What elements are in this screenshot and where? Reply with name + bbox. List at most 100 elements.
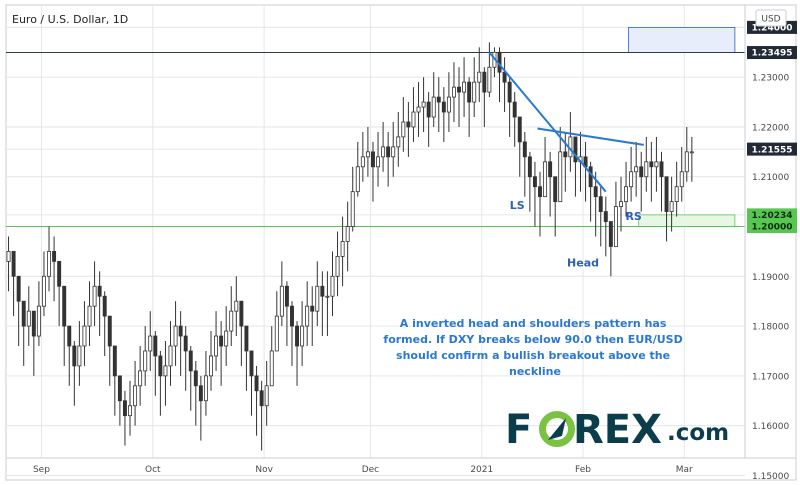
chart-title: Euro / U.S. Dollar, 1D xyxy=(12,13,128,26)
candle xyxy=(310,286,315,346)
candle xyxy=(446,72,451,132)
price-badge-text: 1.20234 xyxy=(752,211,793,221)
price-badge-bg xyxy=(747,46,797,60)
candle xyxy=(664,176,669,242)
candle-body xyxy=(188,350,193,372)
candle-body xyxy=(133,385,138,407)
candle xyxy=(462,57,467,118)
candle-body xyxy=(588,166,593,188)
trend-line xyxy=(537,127,644,146)
candle xyxy=(543,136,548,198)
candle-body xyxy=(52,251,57,262)
candle xyxy=(558,126,563,203)
candle-body xyxy=(320,285,325,297)
candle-body xyxy=(527,156,532,178)
candle xyxy=(234,276,239,337)
candle-body xyxy=(401,121,406,138)
candle-body xyxy=(603,211,608,222)
candle xyxy=(52,236,57,302)
price-label-badge: 1.20234 xyxy=(747,208,797,222)
time-tick-label: Oct xyxy=(145,465,161,475)
candle-body xyxy=(26,310,31,327)
candle xyxy=(209,331,213,391)
candle-body xyxy=(436,96,441,103)
candle xyxy=(133,360,138,426)
candle-body xyxy=(350,191,355,227)
candle-body xyxy=(224,330,229,347)
candle xyxy=(193,360,198,426)
logo-text-f: F xyxy=(505,407,532,453)
candle xyxy=(472,57,477,118)
pattern-annotations: LS Head RS xyxy=(510,199,642,269)
candle xyxy=(138,345,143,406)
candle xyxy=(436,77,441,132)
time-tick-label: Sep xyxy=(33,465,50,475)
candle xyxy=(679,146,684,202)
candle xyxy=(497,47,502,103)
candle-body xyxy=(305,305,310,327)
candle-body xyxy=(538,186,542,198)
candle xyxy=(11,251,16,317)
candle xyxy=(689,136,694,182)
candle-body xyxy=(376,156,380,168)
candle xyxy=(112,345,117,416)
candle xyxy=(654,136,659,192)
price-tick-label: 1.21000 xyxy=(752,173,789,183)
candle-body xyxy=(543,161,548,198)
candle xyxy=(634,141,639,197)
candle xyxy=(487,42,492,98)
candle-body xyxy=(487,66,492,93)
candle xyxy=(290,301,294,366)
currency-button[interactable]: USD xyxy=(755,9,787,27)
candle-body xyxy=(451,86,456,98)
candle xyxy=(36,281,41,346)
candle xyxy=(300,301,305,366)
candle xyxy=(274,291,279,352)
candle-body xyxy=(457,86,461,93)
time-tick-label: 2021 xyxy=(470,465,493,475)
candle-body xyxy=(173,325,178,347)
candle-body xyxy=(102,295,107,317)
time-tick-label: Nov xyxy=(255,465,273,475)
candle xyxy=(163,341,168,406)
candle xyxy=(573,136,578,197)
candle-body xyxy=(563,151,568,158)
candle-body xyxy=(365,151,370,158)
price-badge-text: 1.24000 xyxy=(752,24,793,34)
candle-body xyxy=(31,310,36,337)
candle-body xyxy=(608,221,613,247)
candle-body xyxy=(315,285,320,312)
candle-body xyxy=(512,101,517,118)
candle-body xyxy=(325,295,330,298)
candle xyxy=(107,315,112,386)
candle-body xyxy=(391,146,396,158)
candle-body xyxy=(441,101,446,113)
candle-body xyxy=(619,201,623,208)
candle-body xyxy=(117,375,122,402)
candle xyxy=(249,350,254,416)
candle-body xyxy=(97,285,102,297)
candle-body xyxy=(284,285,289,307)
candle xyxy=(224,306,229,366)
candle xyxy=(188,345,193,411)
candle xyxy=(198,375,203,441)
candle-body xyxy=(122,400,127,417)
candle-body xyxy=(229,310,234,332)
price-tick-label: 1.16000 xyxy=(752,422,789,432)
price-tick-label: 1.19000 xyxy=(752,273,789,283)
candle xyxy=(87,281,92,346)
candle xyxy=(649,141,654,202)
candle xyxy=(315,261,320,327)
candle xyxy=(340,216,345,287)
candle xyxy=(325,271,330,337)
candle-body xyxy=(290,305,294,327)
candle-body xyxy=(264,385,269,407)
horizontal-levels xyxy=(6,52,745,228)
candle xyxy=(330,251,335,317)
candle-body xyxy=(679,171,684,188)
candle xyxy=(259,380,264,451)
candle xyxy=(598,186,603,247)
logo-o-icon xyxy=(539,411,575,447)
candle-body xyxy=(67,325,72,347)
candle xyxy=(16,275,21,346)
